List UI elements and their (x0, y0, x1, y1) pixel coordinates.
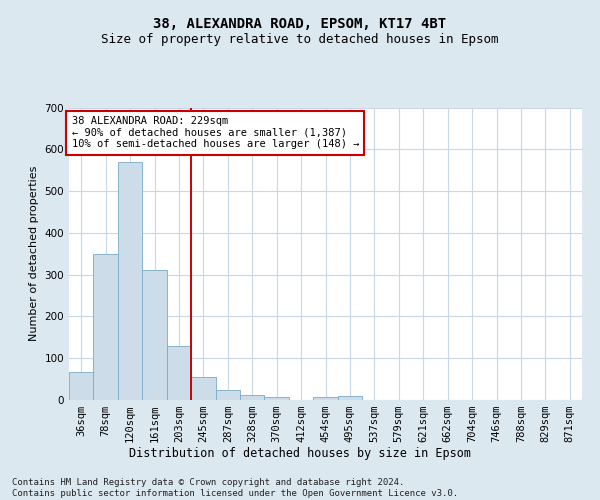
Bar (191, 376, 215, 400)
Bar (142, 270, 167, 400)
Y-axis label: Number of detached properties: Number of detached properties (29, 166, 39, 342)
Bar (240, 394, 265, 400)
Bar (265, 397, 289, 400)
Text: Size of property relative to detached houses in Epsom: Size of property relative to detached ho… (101, 32, 499, 46)
Text: Contains HM Land Registry data © Crown copyright and database right 2024.
Contai: Contains HM Land Registry data © Crown c… (12, 478, 458, 498)
Bar (313, 397, 338, 400)
Bar (94, 254, 118, 400)
Text: 38, ALEXANDRA ROAD, EPSOM, KT17 4BT: 38, ALEXANDRA ROAD, EPSOM, KT17 4BT (154, 18, 446, 32)
Text: 38 ALEXANDRA ROAD: 229sqm
← 90% of detached houses are smaller (1,387)
10% of se: 38 ALEXANDRA ROAD: 229sqm ← 90% of detac… (71, 116, 359, 150)
Text: Distribution of detached houses by size in Epsom: Distribution of detached houses by size … (129, 448, 471, 460)
Bar (215, 390, 240, 400)
Bar (338, 396, 362, 400)
Bar (167, 346, 191, 400)
Bar (118, 162, 142, 400)
Bar (69, 372, 94, 400)
